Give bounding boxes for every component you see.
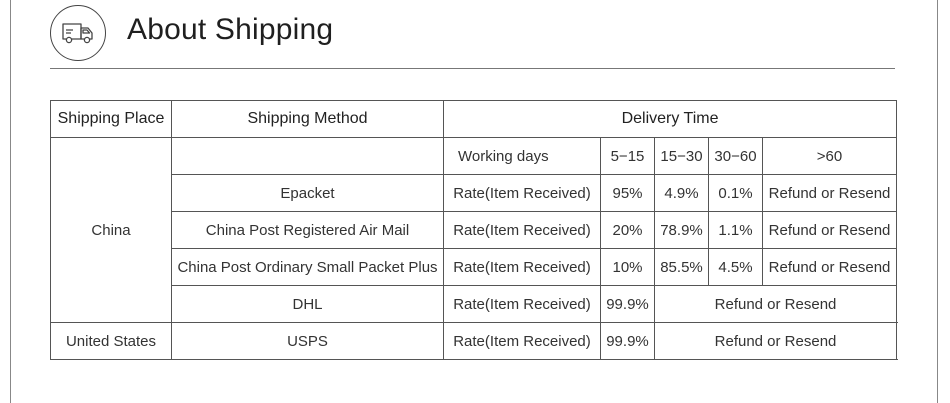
method-cell: DHL [171,285,444,323]
rate-label-cell: Rate(Item Received) [443,248,601,286]
value-cell: 85.5% [654,248,709,286]
table-row: DHL Rate(Item Received) 99.9% Refund or … [51,285,898,323]
value-cell: Refund or Resend [761,174,898,212]
table-row: China Post Ordinary Small Packet Plus Ra… [51,248,898,286]
range-cell: 30−60 [708,137,763,175]
method-cell: China Post Registered Air Mail [171,211,444,249]
value-cell: 20% [600,211,655,249]
range-cell: 15−30 [654,137,709,175]
header-shipping-method: Shipping Method [171,100,444,138]
value-cell: 10% [600,248,655,286]
table-subheader-row: China Working days 5−15 15−30 30−60 >60 [50,137,898,323]
place-cell-us: United States [50,322,172,360]
rate-label-cell: Rate(Item Received) [443,211,601,249]
value-cell: 4.9% [654,174,709,212]
value-cell: 4.5% [708,248,763,286]
value-cell: 99.9% [600,285,655,323]
section-header: About Shipping [50,5,895,65]
table-header-row: Shipping Place Shipping Method Delivery … [50,100,898,138]
refund-cell: Refund or Resend [653,322,898,360]
rate-label-cell: Rate(Item Received) [443,174,601,212]
page-title: About Shipping [127,13,334,46]
rate-label-cell: Rate(Item Received) [443,285,601,323]
place-cell-china: China [50,137,172,323]
method-cell: USPS [171,322,444,360]
header-shipping-place: Shipping Place [50,100,172,138]
header-delivery-time: Delivery Time [442,100,898,138]
method-cell: China Post Ordinary Small Packet Plus [171,248,444,286]
right-border [937,0,938,403]
rate-label-cell: Rate(Item Received) [443,322,601,360]
shipping-table: Shipping Place Shipping Method Delivery … [50,100,898,360]
value-cell: 95% [600,174,655,212]
value-cell: Refund or Resend [761,211,898,249]
method-cell: Epacket [171,174,444,212]
left-border [10,0,11,403]
table-row: Epacket Rate(Item Received) 95% 4.9% 0.1… [51,174,898,212]
value-cell: 78.9% [654,211,709,249]
range-cell: >60 [761,137,898,175]
truck-icon [50,5,106,61]
value-cell: 1.1% [708,211,763,249]
range-cell: 5−15 [600,137,655,175]
table-row: United States USPS Rate(Item Received) 9… [50,322,898,360]
working-days-label: Working days [443,137,601,175]
empty-method-cell [171,137,444,175]
header-divider [50,68,895,69]
refund-cell: Refund or Resend [653,285,898,323]
value-cell: 99.9% [600,322,655,360]
value-cell: Refund or Resend [761,248,898,286]
value-cell: 0.1% [708,174,763,212]
table-row: China Post Registered Air Mail Rate(Item… [51,211,898,249]
